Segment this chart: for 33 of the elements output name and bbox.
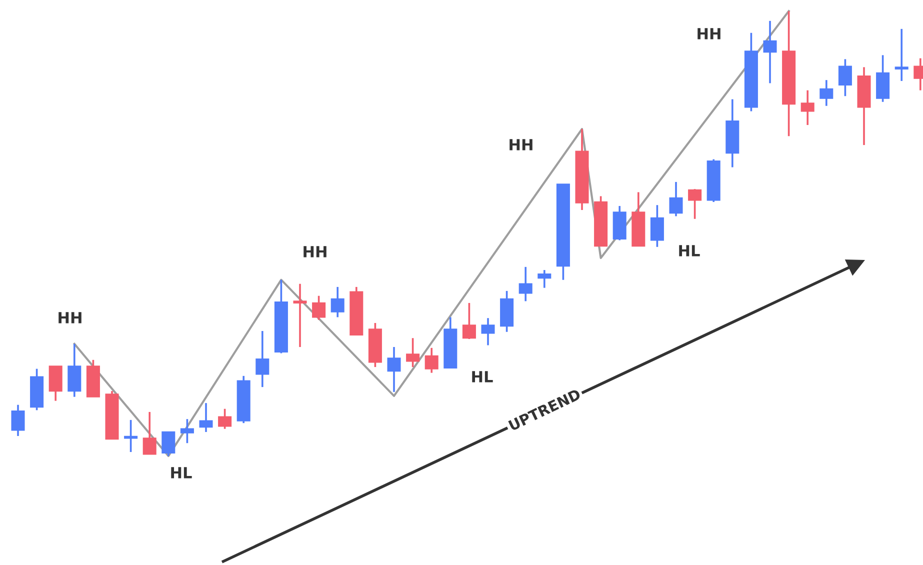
candlestick bbox=[481, 317, 495, 346]
candlestick bbox=[162, 431, 176, 457]
candlestick bbox=[218, 408, 232, 430]
candlestick bbox=[406, 337, 420, 368]
candlestick bbox=[180, 418, 194, 444]
candlestick bbox=[518, 266, 532, 302]
text: HL bbox=[171, 467, 192, 478]
candlestick bbox=[462, 302, 476, 340]
candlestick bbox=[538, 269, 552, 289]
candlestick bbox=[312, 294, 326, 321]
candlestick bbox=[800, 89, 814, 126]
candlestick bbox=[838, 58, 852, 97]
annotation: HH bbox=[510, 139, 532, 150]
candlestick bbox=[688, 188, 702, 220]
candlestick bbox=[424, 346, 438, 374]
candlestick bbox=[124, 419, 138, 453]
annotation: HL bbox=[679, 245, 700, 256]
candlestick bbox=[256, 330, 270, 388]
candlestick bbox=[199, 402, 213, 433]
annotation: HL bbox=[472, 371, 493, 382]
candlestick bbox=[330, 286, 344, 318]
candlestick bbox=[142, 411, 156, 456]
candlestick bbox=[650, 204, 664, 248]
candlestick bbox=[387, 346, 401, 393]
annotation: HH bbox=[58, 312, 82, 324]
candlestick bbox=[293, 282, 307, 348]
candlestick bbox=[820, 79, 834, 107]
annotation: HH bbox=[304, 246, 326, 258]
annotation: HH bbox=[698, 28, 720, 40]
candlestick bbox=[763, 20, 777, 84]
candlestick bbox=[894, 28, 908, 82]
candlestick bbox=[669, 181, 683, 218]
candlestick bbox=[11, 404, 25, 437]
